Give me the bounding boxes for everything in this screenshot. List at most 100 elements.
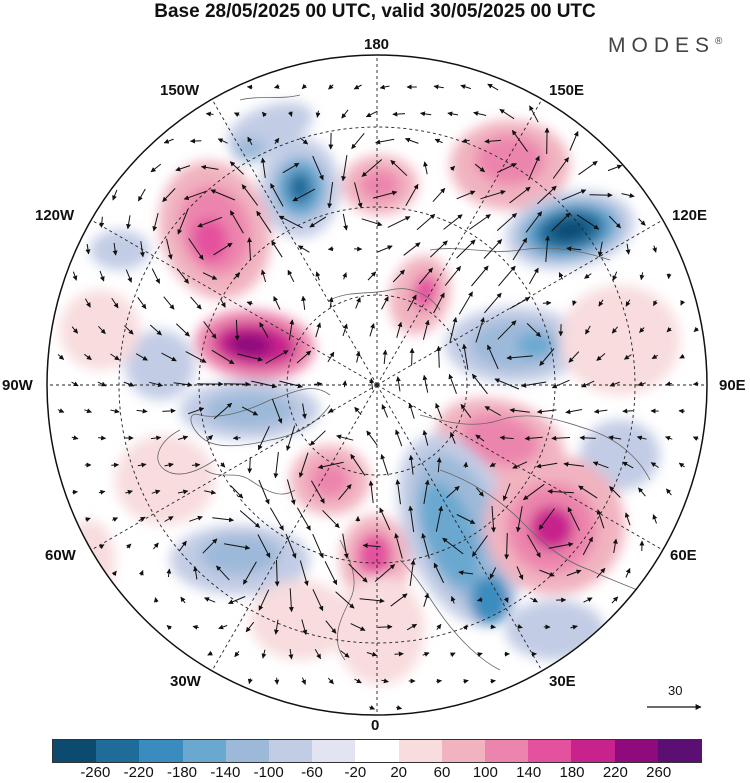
wind-arrow [621, 192, 635, 198]
anomaly-contour [470, 575, 510, 625]
wind-arrow [446, 485, 460, 499]
wind-arrow [299, 560, 309, 586]
colorbar-tick-label: 140 [516, 764, 542, 781]
wind-arrow [512, 461, 528, 469]
modes-logo: MODES® [608, 34, 722, 58]
colorbar [52, 739, 702, 763]
wind-arrow [166, 625, 173, 631]
wind-arrow [151, 489, 161, 495]
wind-arrow [245, 621, 255, 633]
wind-arrow [433, 562, 445, 584]
wind-arrow [680, 300, 686, 306]
wind-arrow [99, 216, 105, 228]
map-title: Base 28/05/2025 00 UTC, valid 30/05/2025… [154, 1, 596, 22]
wind-arrow [561, 189, 587, 201]
wind-arrow [138, 516, 146, 522]
coastline [429, 247, 611, 261]
wind-arrow [258, 479, 270, 505]
wind-arrow [271, 398, 283, 424]
wind-arrow [187, 407, 205, 415]
wind-arrow [202, 272, 218, 280]
wind-arrow [392, 269, 405, 283]
wind-arrow [161, 352, 177, 362]
colorbar-tick-label: -180 [166, 764, 198, 781]
wind-arrow [359, 598, 385, 604]
wind-arrow [188, 238, 204, 261]
wind-arrow [625, 243, 631, 255]
wind-arrow [317, 461, 344, 470]
lon-label-60e: 60E [670, 547, 697, 564]
wind-arrow [418, 267, 433, 285]
wind-arrow [125, 269, 133, 283]
wind-arrow [270, 183, 284, 207]
wind-arrow [228, 596, 246, 605]
wind-arrow [342, 323, 348, 337]
wind-arrow [223, 381, 251, 387]
wind-arrow [328, 407, 334, 413]
wind-arrow [539, 569, 555, 577]
wind-arrow [309, 430, 326, 446]
wind-arrow [462, 624, 468, 631]
wind-arrow [315, 322, 322, 338]
wind-arrow [422, 319, 430, 340]
wind-arrow [423, 479, 430, 504]
wind-arrow [693, 326, 700, 333]
wind-arrow [608, 435, 622, 441]
colorbar-swatch [139, 740, 183, 762]
wind-arrow [71, 381, 79, 387]
wind-arrow [342, 213, 349, 231]
wind-arrow [421, 533, 430, 559]
anomaly-contour [205, 392, 295, 428]
colorbar-tick-label: 180 [559, 764, 585, 781]
coastlines [157, 94, 661, 671]
wind-arrow [395, 429, 403, 447]
wind-arrow [336, 434, 354, 441]
wind-arrow [530, 597, 538, 603]
wind-arrow [313, 381, 323, 387]
wind-arrow [84, 353, 92, 361]
wind-arrow [447, 111, 459, 117]
wind-arrow [390, 593, 408, 607]
wind-arrow [499, 435, 514, 441]
wind-arrow [57, 408, 65, 413]
wind-arrow [449, 165, 456, 172]
wind-arrow [219, 462, 226, 468]
wind-arrow [566, 246, 582, 252]
lon-label-180: 180 [364, 36, 390, 53]
wind-arrow [565, 409, 583, 415]
anomaly-contour [475, 135, 545, 185]
wind-arrow [529, 105, 539, 123]
wind-arrow [205, 111, 214, 117]
wind-arrow [273, 296, 281, 310]
wind-arrow [494, 378, 520, 390]
coastline [399, 559, 501, 671]
wind-arrow [138, 570, 144, 576]
wind-arrow [525, 211, 543, 233]
wind-arrow [460, 403, 472, 418]
map-disk [47, 55, 707, 715]
wind-arrow [191, 462, 201, 468]
wind-arrow [375, 138, 395, 145]
wind-arrow [504, 532, 510, 560]
wind-arrow [338, 484, 352, 500]
anomaly-contour [505, 600, 605, 660]
wind-arrow [475, 317, 485, 343]
wind-arrow [499, 108, 515, 120]
anomaly-contour [115, 435, 215, 525]
wind-arrow [570, 624, 578, 630]
wind-arrow [192, 624, 199, 630]
wind-arrow [408, 402, 415, 419]
wind-arrow [449, 652, 456, 658]
wind-arrow [368, 480, 374, 504]
wind-arrow [593, 408, 608, 414]
wind-arrow [366, 651, 378, 657]
wind-arrow [569, 131, 579, 151]
wind-arrow [312, 155, 324, 181]
wind-arrow [350, 623, 366, 631]
wind-arrow [471, 265, 489, 287]
wind-arrow [547, 488, 574, 494]
wind-arrow [551, 379, 570, 389]
wind-arrow [178, 540, 187, 552]
wind-arrow [175, 165, 191, 172]
anomaly-contour [517, 333, 553, 357]
